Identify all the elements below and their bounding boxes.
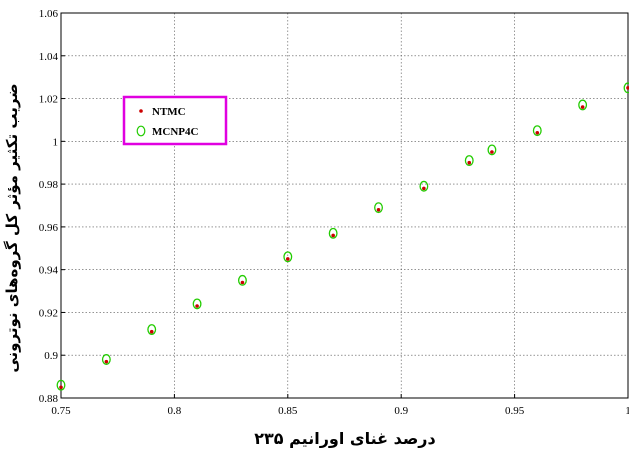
ntmc-point [535,130,540,135]
mcnp4c-point [101,354,111,365]
y-tick-label: 1 [53,136,59,148]
ntmc-point [580,105,585,109]
ntmc-point [240,280,245,285]
mcnp4c-point [419,180,429,192]
y-axis-title: ضریب تکثیر مؤثر کل گروه‌های نوترونی [3,83,21,372]
y-tick-label: 0.92 [39,307,58,319]
y-tick-label: 0.94 [39,265,59,277]
y-tick-label: 1.02 [39,94,58,106]
y-tick-label: 0.98 [39,179,59,191]
y-tick-label: 1.04 [39,51,59,63]
x-tick-label: 0.95 [505,405,525,417]
ntmc-point [104,359,109,364]
x-tick-label: 0.8 [168,405,182,417]
y-tick-label: 0.9 [44,350,58,362]
grid-lines [61,13,628,398]
ntmc-point [376,207,381,212]
ntmc-point [467,160,472,165]
data-points [56,82,629,391]
y-tick-label: 1.06 [39,8,59,20]
mcnp4c-point [328,227,338,239]
mcnp4c-point [532,125,542,137]
mcnp4c-point [237,274,247,286]
legend-label-ntmc: NTMC [152,106,186,118]
mcnp4c-point [464,155,474,167]
legend-marker-mcnp4c [136,125,146,137]
x-axis-ticks: 0.75 0.8 0.85 0.9 0.95 1 [51,394,629,417]
x-tick-label: 0.9 [394,405,408,417]
ntmc-point [626,86,629,90]
ntmc-point [195,304,199,308]
y-axis-ticks: 0.88 0.9 0.92 0.94 0.96 0.98 1 1.02 1.04 1.06 [39,8,65,405]
x-tick-label: 0.75 [51,405,71,417]
ntmc-point [490,150,494,154]
mcnp4c-point [283,251,293,263]
mcnp4c-point [623,82,629,94]
ntmc-point [149,329,154,334]
plot-area-frame [60,12,629,399]
ntmc-point [422,186,426,191]
x-tick-label: 1 [625,405,629,417]
legend: NTMC MCNP4C [122,95,228,146]
ntmc-point [286,257,290,261]
legend-label-mcnp4c: MCNP4C [152,126,198,138]
y-tick-label: 0.96 [39,222,59,234]
mcnp4c-point [487,144,497,156]
mcnp4c-point [147,324,157,336]
x-axis-title: درصد غنای اورانیم ۲۳۵ [254,429,435,448]
mcnp4c-point [56,379,66,391]
mcnp4c-point [192,298,202,310]
mcnp4c-point [578,99,588,111]
x-tick-label: 0.85 [278,405,298,417]
legend-marker-ntmc [139,109,143,113]
mcnp4c-point [374,202,383,214]
ntmc-point [331,233,335,238]
y-tick-label: 0.88 [39,393,59,405]
ntmc-point [59,385,63,390]
